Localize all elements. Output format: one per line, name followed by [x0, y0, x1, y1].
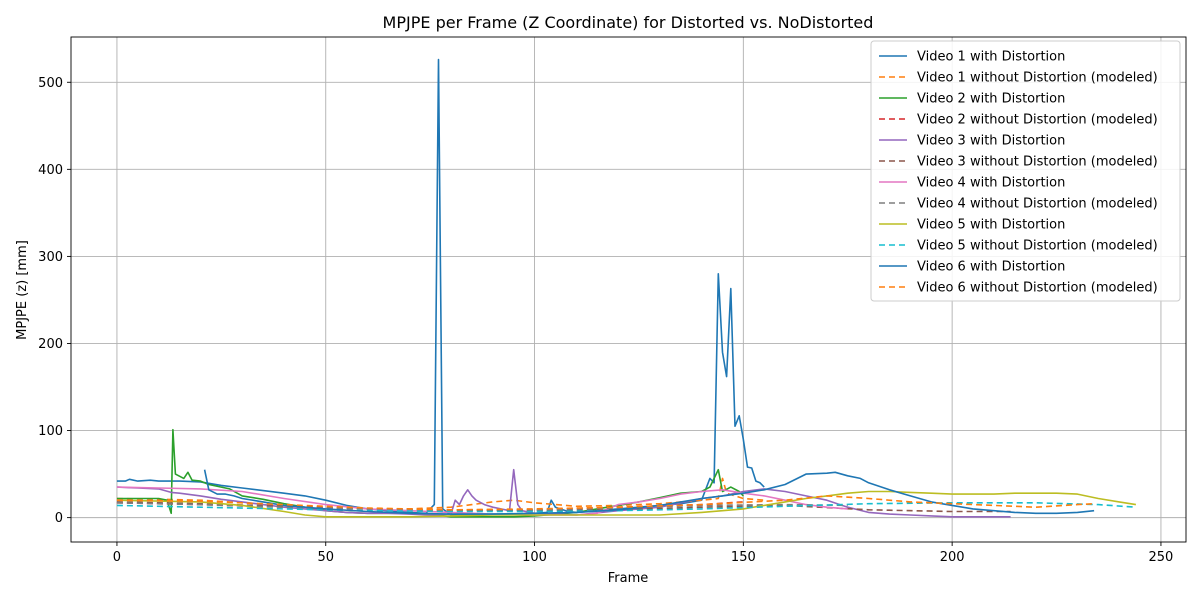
series-lines	[116, 58, 1137, 518]
legend-entry: Video 3 with Distortion	[917, 134, 1065, 149]
y-tick-label: 100	[38, 424, 63, 439]
y-tick-label: 200	[38, 337, 63, 352]
y-tick-label: 300	[38, 250, 63, 265]
plot-area-frame	[70, 36, 1187, 543]
legend-entry: Video 2 without Distortion (modeled)	[917, 113, 1158, 128]
x-tick-label: 0	[113, 550, 121, 565]
legend-entry: Video 4 with Distortion	[917, 176, 1065, 191]
legend-entry: Video 1 without Distortion (modeled)	[917, 71, 1158, 86]
x-tick-label: 150	[731, 550, 756, 565]
series-line-9	[116, 490, 1137, 518]
y-tick-label: 400	[38, 163, 63, 178]
series-line-12	[116, 495, 1095, 511]
legend-entry: Video 2 with Distortion	[917, 92, 1065, 107]
axis-ticks: 0 50 100 150 200 250 0 100 200 300 400 500	[38, 76, 1173, 565]
y-tick-label: 0	[55, 511, 63, 526]
legend-entry: Video 6 with Distortion	[917, 260, 1065, 275]
y-axis-title: MPJPE (z) [mm]	[15, 240, 30, 340]
legend: Video 1 with Distortion Video 1 without D…	[870, 40, 1181, 302]
legend-entry: Video 5 with Distortion	[917, 218, 1065, 233]
legend-box	[870, 40, 1181, 302]
chart-title: MPJPE per Frame (Z Coordinate) for Disto…	[383, 13, 874, 32]
legend-entry: Video 1 with Distortion	[917, 50, 1065, 65]
series-line-11	[203, 469, 1095, 515]
x-tick-label: 50	[317, 550, 334, 565]
series-line-10	[116, 502, 1136, 513]
series-line-7	[116, 486, 848, 516]
x-axis-title: Frame	[608, 571, 649, 586]
series-line-5	[116, 468, 1011, 518]
legend-entry: Video 4 without Distortion (modeled)	[917, 197, 1158, 212]
y-tick-label: 500	[38, 76, 63, 91]
legend-entry: Video 5 without Distortion (modeled)	[917, 239, 1158, 254]
x-tick-label: 200	[940, 550, 965, 565]
legend-entry: Video 6 without Distortion (modeled)	[917, 281, 1158, 296]
legend-entry: Video 3 without Distortion (modeled)	[917, 155, 1158, 170]
x-tick-label: 250	[1149, 550, 1174, 565]
series-line-6	[116, 501, 1011, 513]
x-tick-label: 100	[522, 550, 547, 565]
